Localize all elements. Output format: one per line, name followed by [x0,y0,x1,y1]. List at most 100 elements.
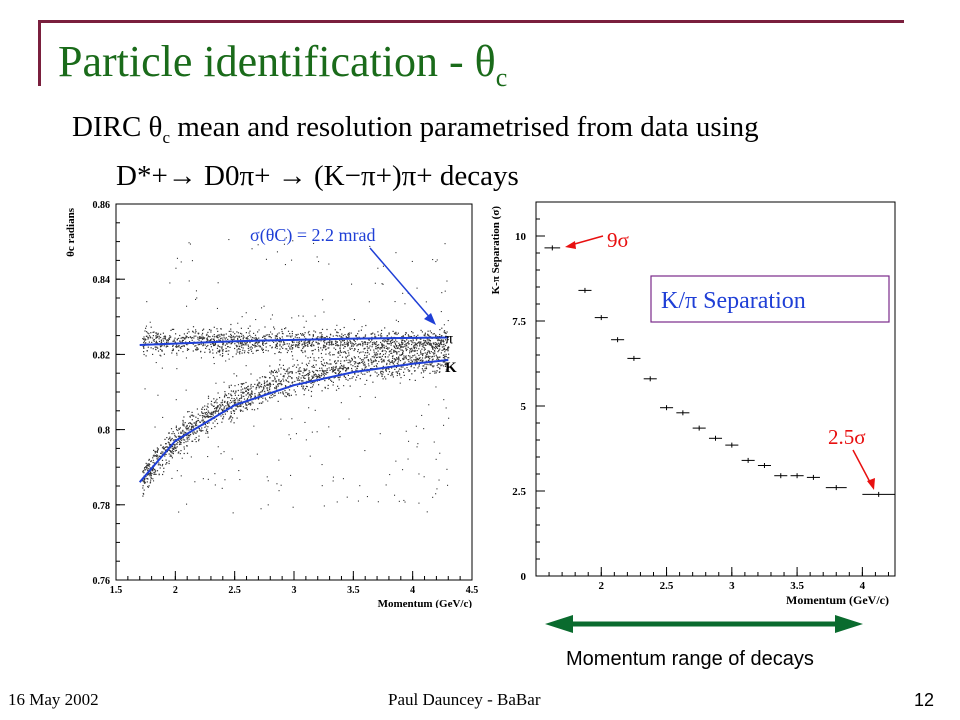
kaon-point [329,359,331,361]
pion-point [342,335,344,337]
pion-point [181,339,184,341]
background-point [435,261,437,263]
kaon-point [231,401,233,403]
kaon-point [182,437,184,439]
pion-point [311,345,313,347]
kaon-point [252,386,254,388]
kaon-point [274,369,276,371]
pion-point [409,348,411,350]
kaon-point [363,364,365,366]
kaon-point [428,350,430,352]
background-point [175,399,177,401]
pion-point [353,349,355,352]
pion-point [290,336,292,338]
kaon-point [182,439,184,441]
kaon-point [250,387,252,389]
pion-point [146,331,148,333]
kaon-point [396,358,399,360]
pion-point [206,339,208,341]
background-point [438,479,440,481]
pion-point [405,344,407,347]
kaon-point [245,394,247,396]
kaon-point [150,471,152,473]
background-point [152,337,154,339]
pion-point [280,346,283,348]
pion-point [295,334,297,336]
kaon-point [246,387,248,389]
pion-point [418,348,420,350]
kaon-point [308,379,310,381]
kaon-point [364,365,366,367]
pion-point [180,345,183,348]
pion-fit-curve [139,336,449,346]
kaon-point [291,377,293,380]
pion-point [252,352,254,354]
kaon-point [425,355,427,358]
kaon-point [352,343,354,345]
kaon-point [433,365,435,367]
kaon-point [204,416,206,418]
x-tick-label: 3 [729,580,735,592]
kaon-point [182,424,184,426]
kaon-point [353,356,355,358]
kaon-point [263,388,265,390]
pion-point [161,350,163,352]
kaon-point [433,353,435,355]
kaon-point [148,458,150,460]
kaon-point [159,464,161,466]
kaon-point [155,455,157,457]
pion-point [424,348,426,350]
kaon-point [180,437,183,439]
kaon-point [206,416,208,418]
background-point [305,320,307,322]
y-axis-label: θc radians [65,207,77,257]
kaon-point [404,361,406,363]
background-point [195,298,197,300]
kaon-point [342,366,344,368]
kaon-point [331,366,333,369]
kaon-point [413,367,415,369]
kaon-point [254,395,256,397]
kaon-point [190,414,192,416]
kaon-point [228,404,230,406]
kaon-point [144,479,146,481]
pion-point [405,343,407,345]
kaon-point [368,347,370,349]
kaon-point [262,397,264,399]
pion-point [346,340,348,342]
kaon-point [251,391,253,393]
pion-point [335,342,337,344]
kaon-point [179,427,181,429]
kaon-point [207,406,209,408]
kaon-point [393,364,395,366]
kaon-point [161,453,163,455]
kaon-point [244,387,246,389]
pion-point [213,336,216,338]
kaon-point [415,356,417,358]
kaon-point [180,431,182,433]
kaon-point [152,470,154,472]
pion-point [273,326,275,328]
pion-point [236,335,238,337]
pion-point [342,340,344,342]
kaon-point [313,376,315,378]
pion-point [168,338,170,340]
kaon-point [190,433,192,436]
kaon-point [422,359,424,361]
pion-point [296,337,298,339]
pion-point [412,338,414,340]
kaon-point [357,374,359,376]
pion-point [379,334,382,336]
kaon-point [288,367,290,369]
kaon-point [230,416,232,418]
pion-point [443,343,445,345]
kaon-point [205,430,207,432]
pion-point [168,337,170,339]
kaon-point [313,382,315,384]
pion-point [354,348,356,350]
pion-point [400,344,402,346]
pion-point [341,344,343,346]
kaon-point [213,412,215,414]
pion-point [219,349,221,351]
kaon-point [298,373,300,375]
